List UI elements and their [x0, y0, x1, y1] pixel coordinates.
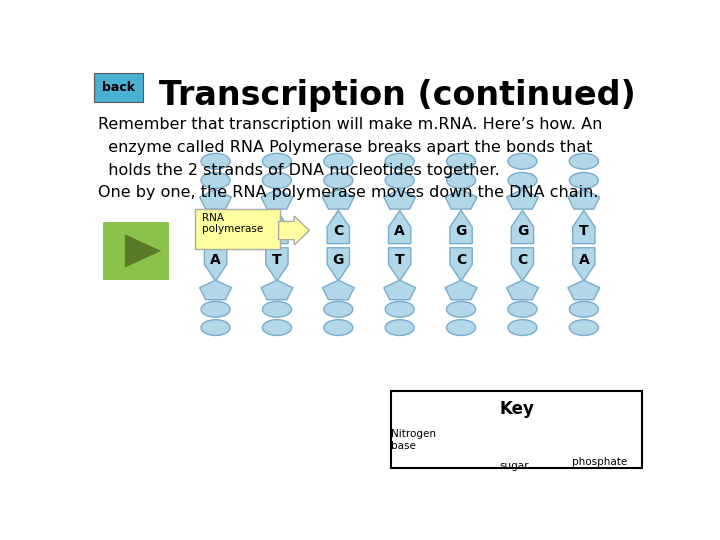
- Ellipse shape: [324, 172, 353, 188]
- Polygon shape: [511, 211, 534, 244]
- Ellipse shape: [385, 301, 414, 317]
- Polygon shape: [199, 190, 231, 209]
- Ellipse shape: [508, 172, 537, 188]
- Polygon shape: [497, 426, 531, 447]
- FancyBboxPatch shape: [103, 222, 169, 280]
- Polygon shape: [327, 248, 349, 281]
- Ellipse shape: [570, 301, 598, 317]
- Polygon shape: [450, 211, 472, 244]
- Text: Remember that transcription will make m.RNA. Here’s how. An: Remember that transcription will make m.…: [99, 117, 603, 132]
- Ellipse shape: [324, 301, 353, 317]
- Polygon shape: [279, 216, 310, 245]
- Ellipse shape: [385, 320, 414, 335]
- Text: G: G: [517, 224, 528, 238]
- Polygon shape: [204, 248, 227, 281]
- Polygon shape: [327, 211, 349, 244]
- Ellipse shape: [508, 320, 537, 335]
- Polygon shape: [507, 190, 539, 209]
- Ellipse shape: [582, 427, 616, 448]
- Text: Key: Key: [500, 400, 534, 417]
- Text: G: G: [455, 224, 467, 238]
- Text: A: A: [395, 224, 405, 238]
- Polygon shape: [199, 280, 231, 300]
- Text: T: T: [579, 224, 589, 238]
- Ellipse shape: [262, 320, 292, 335]
- Ellipse shape: [508, 153, 537, 169]
- Text: sugar: sugar: [500, 461, 528, 471]
- Ellipse shape: [570, 172, 598, 188]
- Ellipse shape: [262, 153, 292, 169]
- Text: C: C: [456, 253, 466, 267]
- Polygon shape: [418, 421, 432, 446]
- Polygon shape: [266, 248, 288, 281]
- Text: phosphate: phosphate: [572, 457, 627, 467]
- Ellipse shape: [201, 172, 230, 188]
- Text: T: T: [211, 224, 220, 238]
- Polygon shape: [572, 248, 595, 281]
- Text: Transcription (continued): Transcription (continued): [158, 79, 635, 112]
- Polygon shape: [266, 211, 288, 244]
- Ellipse shape: [385, 153, 414, 169]
- Text: enzyme called RNA Polymerase breaks apart the bonds that: enzyme called RNA Polymerase breaks apar…: [99, 140, 593, 154]
- Text: RNA
polymerase: RNA polymerase: [202, 213, 263, 234]
- Ellipse shape: [385, 172, 414, 188]
- Ellipse shape: [324, 320, 353, 335]
- Text: C: C: [333, 224, 343, 238]
- Text: T: T: [395, 253, 405, 267]
- Text: One by one, the RNA polymerase moves down the DNA chain.: One by one, the RNA polymerase moves dow…: [99, 185, 599, 200]
- Polygon shape: [261, 190, 293, 209]
- Polygon shape: [572, 211, 595, 244]
- Ellipse shape: [570, 153, 598, 169]
- Text: Nitrogen
base: Nitrogen base: [392, 429, 436, 451]
- Polygon shape: [568, 280, 600, 300]
- Ellipse shape: [570, 320, 598, 335]
- Polygon shape: [450, 248, 472, 281]
- Polygon shape: [384, 190, 415, 209]
- Text: A: A: [210, 253, 221, 267]
- Polygon shape: [511, 248, 534, 281]
- Polygon shape: [204, 211, 227, 244]
- FancyBboxPatch shape: [94, 73, 143, 102]
- Polygon shape: [384, 280, 415, 300]
- Text: back: back: [102, 81, 135, 94]
- Polygon shape: [323, 190, 354, 209]
- Polygon shape: [261, 280, 293, 300]
- Polygon shape: [389, 248, 411, 281]
- Polygon shape: [445, 280, 477, 300]
- FancyBboxPatch shape: [392, 391, 642, 468]
- Ellipse shape: [446, 172, 476, 188]
- Text: holds the 2 strands of DNA nucleotides together.: holds the 2 strands of DNA nucleotides t…: [99, 163, 500, 178]
- Polygon shape: [568, 190, 600, 209]
- Ellipse shape: [446, 320, 476, 335]
- Text: T: T: [272, 253, 282, 267]
- Ellipse shape: [324, 153, 353, 169]
- Ellipse shape: [201, 320, 230, 335]
- Polygon shape: [507, 280, 539, 300]
- Text: A: A: [578, 253, 589, 267]
- Ellipse shape: [446, 153, 476, 169]
- Ellipse shape: [262, 172, 292, 188]
- Ellipse shape: [201, 153, 230, 169]
- FancyBboxPatch shape: [195, 208, 279, 248]
- Polygon shape: [125, 234, 161, 267]
- Text: G: G: [333, 253, 344, 267]
- Ellipse shape: [201, 301, 230, 317]
- Polygon shape: [389, 211, 411, 244]
- Ellipse shape: [508, 301, 537, 317]
- Ellipse shape: [262, 301, 292, 317]
- Text: C: C: [518, 253, 528, 267]
- Ellipse shape: [446, 301, 476, 317]
- Polygon shape: [445, 190, 477, 209]
- Text: A: A: [271, 224, 282, 238]
- Polygon shape: [323, 280, 354, 300]
